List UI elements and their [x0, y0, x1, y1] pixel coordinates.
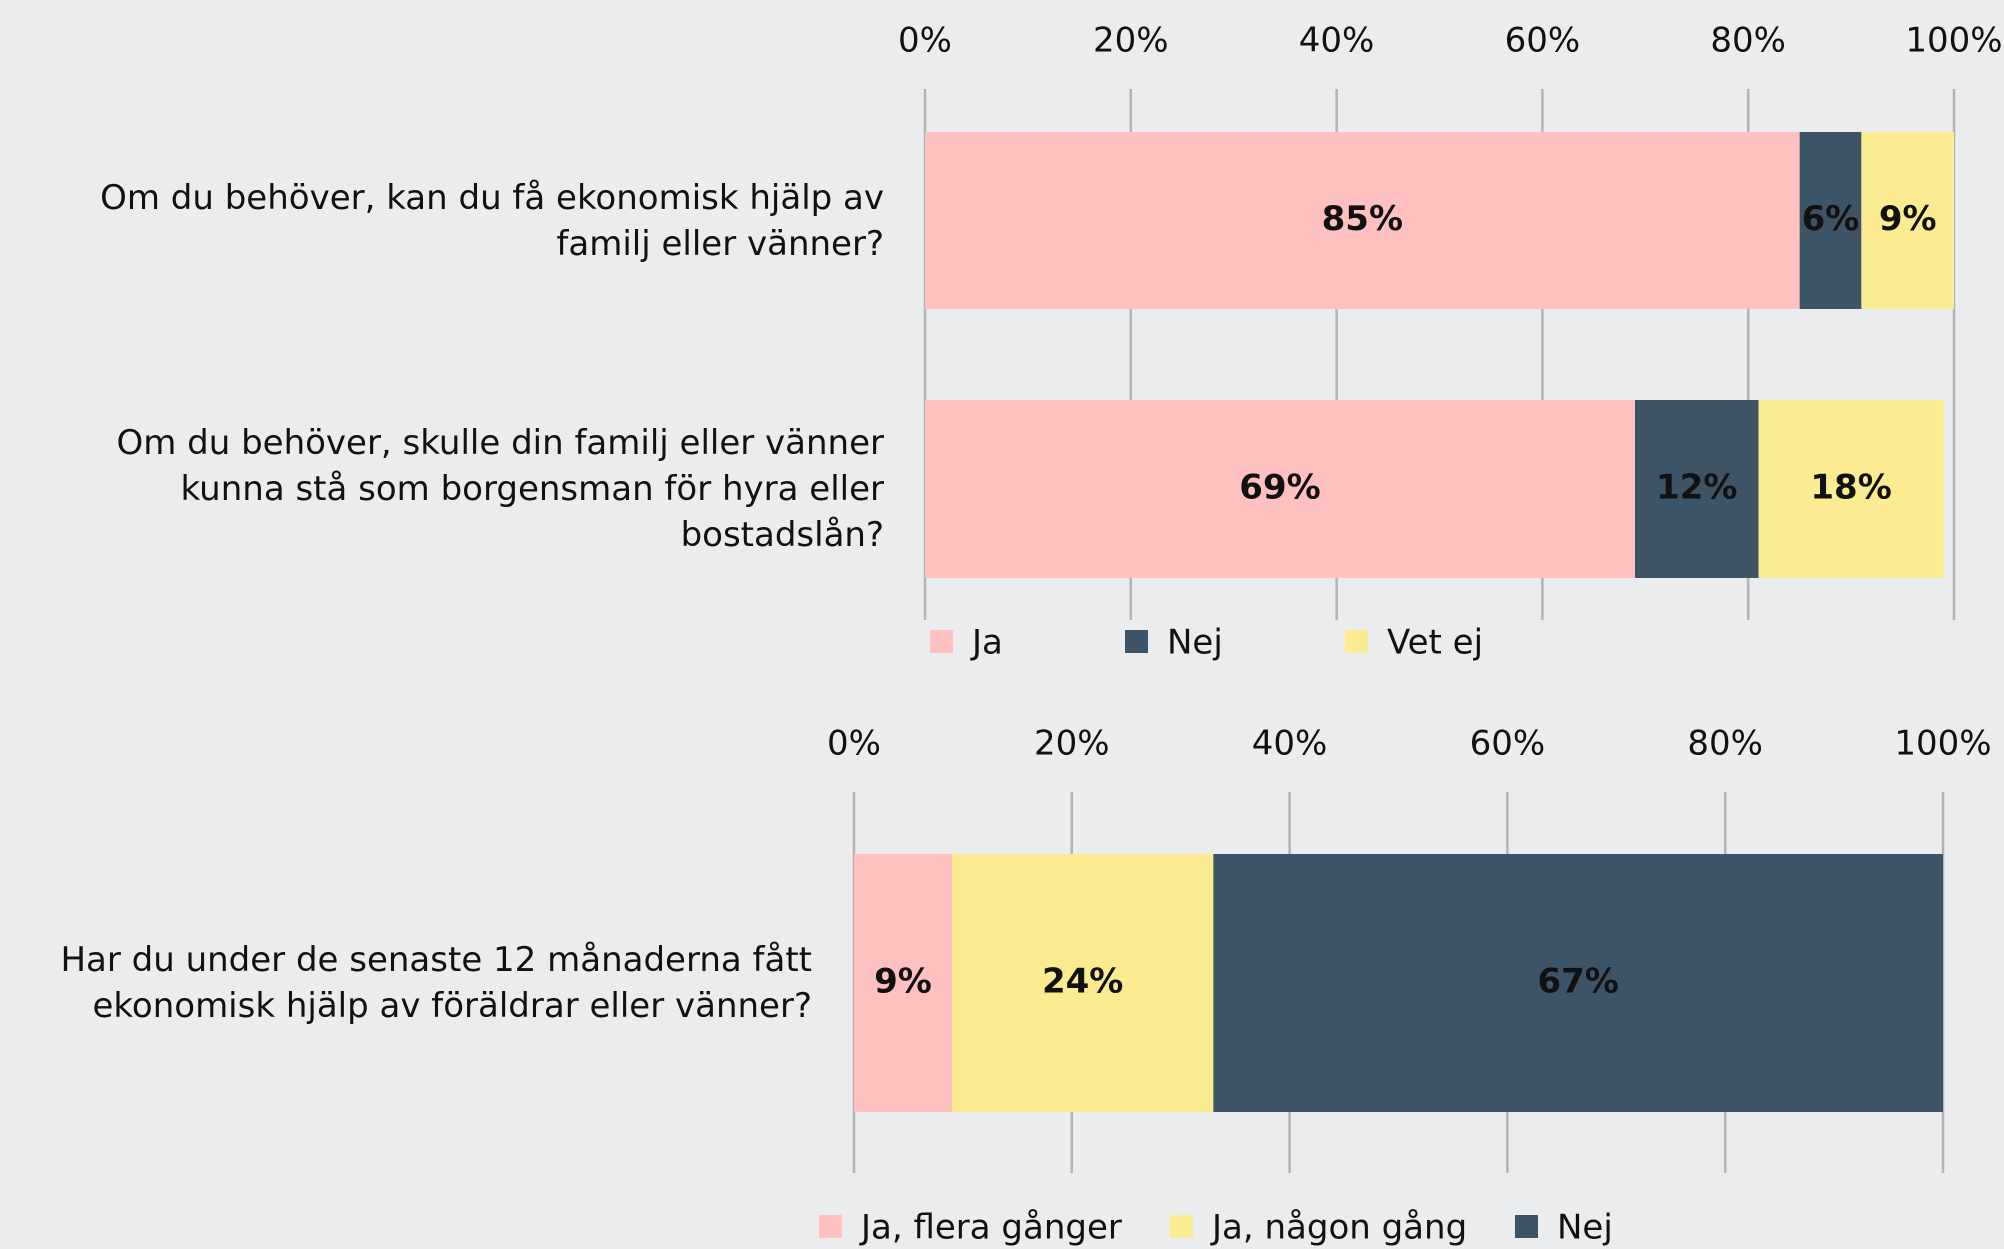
legend-swatch — [819, 1215, 842, 1238]
bar-segment — [1799, 132, 1862, 309]
bar-segment — [1213, 854, 1943, 1112]
bar-segment — [952, 854, 1214, 1112]
bar-segment — [1758, 400, 1944, 578]
legend-label: Vet ej — [1387, 623, 1483, 663]
x-tick-label: 20% — [1093, 21, 1169, 61]
bar-segment — [854, 854, 953, 1112]
x-tick-label: 0% — [898, 21, 952, 61]
legend-swatch — [1515, 1215, 1538, 1238]
value-label: 69% — [1239, 468, 1320, 508]
x-tick-label: 20% — [1034, 724, 1110, 764]
legend-label: Ja, någon gång — [1210, 1208, 1467, 1248]
legend-swatch — [1125, 630, 1148, 653]
x-tick-label: 40% — [1252, 724, 1328, 764]
legend-swatch — [1345, 630, 1368, 653]
bar-segment — [925, 400, 1636, 578]
x-tick-label: 80% — [1687, 724, 1763, 764]
bar-segment — [1861, 132, 1954, 309]
x-tick-label: 100% — [1894, 724, 1991, 764]
value-label: 18% — [1810, 468, 1891, 508]
legend-label: Nej — [1557, 1208, 1613, 1248]
category-label: Om du behöver, kan du få ekonomisk hjälp… — [100, 177, 884, 264]
legend-label: Ja, flera gånger — [859, 1208, 1122, 1248]
legend-label: Ja — [970, 623, 1003, 663]
bar-segment — [925, 132, 1800, 309]
value-label: 9% — [1879, 199, 1937, 239]
value-label: 67% — [1537, 962, 1618, 1002]
x-tick-label: 80% — [1710, 21, 1786, 61]
category-label: Har du under de senaste 12 månaderna fåt… — [60, 940, 812, 1026]
x-tick-label: 100% — [1905, 21, 2002, 61]
legend-swatch — [930, 630, 953, 653]
value-label: 24% — [1042, 962, 1123, 1002]
value-label: 9% — [874, 962, 932, 1002]
value-label: 12% — [1656, 468, 1737, 508]
x-tick-label: 60% — [1470, 724, 1546, 764]
bar-segment — [1635, 400, 1759, 578]
legend-swatch — [1170, 1215, 1193, 1238]
category-label: Om du behöver, skulle din familj eller v… — [116, 423, 884, 555]
x-tick-label: 0% — [827, 724, 881, 764]
x-tick-label: 60% — [1505, 21, 1581, 61]
value-label: 85% — [1322, 199, 1403, 239]
legend-label: Nej — [1167, 623, 1223, 663]
value-label: 6% — [1802, 199, 1860, 239]
x-tick-label: 40% — [1299, 21, 1375, 61]
